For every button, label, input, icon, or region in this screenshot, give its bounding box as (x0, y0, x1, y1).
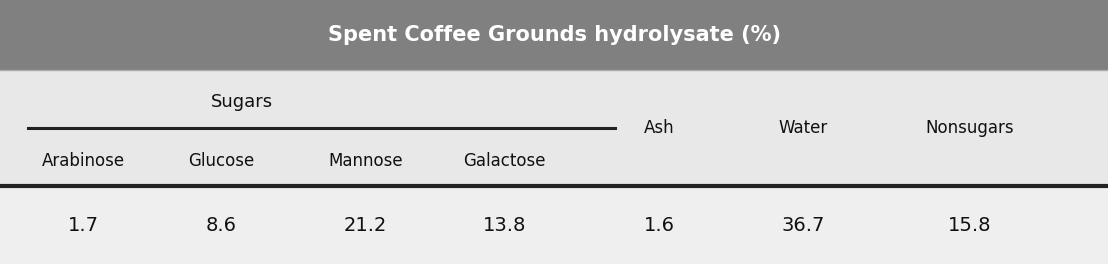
Text: 8.6: 8.6 (206, 216, 237, 234)
Text: 13.8: 13.8 (482, 216, 526, 234)
Text: Spent Coffee Grounds hydrolysate (%): Spent Coffee Grounds hydrolysate (%) (328, 25, 780, 45)
Text: Nonsugars: Nonsugars (925, 119, 1014, 137)
Text: Ash: Ash (644, 119, 675, 137)
Text: 15.8: 15.8 (947, 216, 992, 234)
Text: Glucose: Glucose (188, 152, 255, 169)
Text: Mannose: Mannose (328, 152, 403, 169)
Bar (0, 186, 1108, 264)
Text: Water: Water (779, 119, 828, 137)
Text: Galactose: Galactose (463, 152, 545, 169)
Text: 36.7: 36.7 (781, 216, 825, 234)
Bar (0, 0, 1108, 70)
Text: 1.7: 1.7 (68, 216, 99, 234)
Text: Arabinose: Arabinose (41, 152, 125, 169)
Bar (0, 70, 1108, 186)
Text: 1.6: 1.6 (644, 216, 675, 234)
Text: 21.2: 21.2 (343, 216, 388, 234)
Text: Sugars: Sugars (211, 93, 273, 111)
